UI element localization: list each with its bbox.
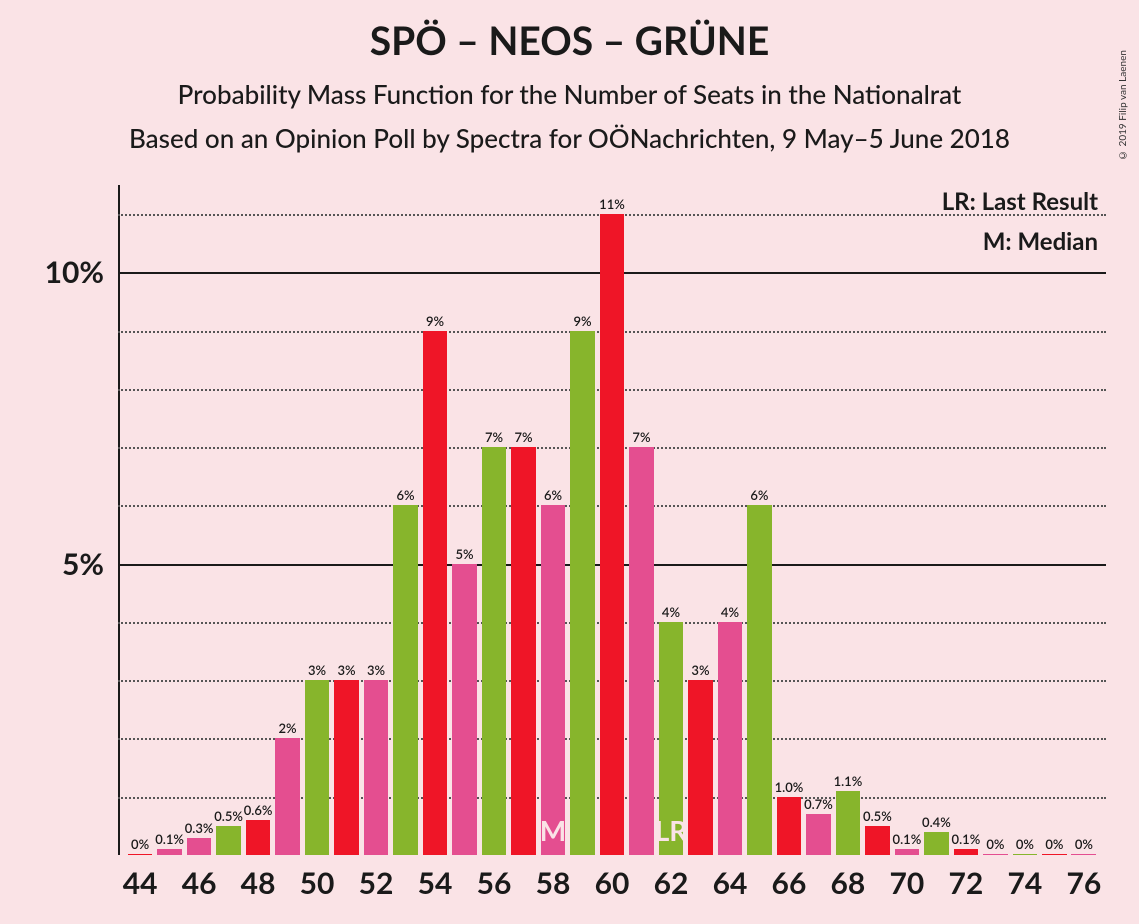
- bar: 0.1%: [895, 849, 920, 855]
- copyright-text: © 2019 Filip van Laenen: [1117, 50, 1129, 161]
- bar: 3%: [334, 680, 359, 855]
- bar-value-label: 6%: [396, 487, 414, 503]
- bar-value-label: 3%: [338, 662, 356, 678]
- x-tick-label: 54: [418, 865, 453, 901]
- x-tick-label: 76: [1066, 865, 1101, 901]
- chart-subtitle-2: Based on an Opinion Poll by Spectra for …: [0, 122, 1139, 154]
- bar-value-label: 0.1%: [155, 831, 184, 847]
- plot-area: LR: Last Result M: Median 5%10% 44464850…: [118, 185, 1106, 855]
- x-tick-label: 74: [1007, 865, 1042, 901]
- bar-value-label: 0.1%: [952, 831, 981, 847]
- bar: 1.0%: [777, 797, 802, 855]
- bar-value-label: 1.0%: [775, 779, 804, 795]
- x-tick-label: 66: [772, 865, 807, 901]
- x-tick-label: 60: [595, 865, 630, 901]
- chart-container: SPÖ – NEOS – GRÜNE Probability Mass Func…: [0, 0, 1139, 924]
- bar: 4%: [718, 622, 743, 855]
- bar: 9%: [423, 331, 448, 855]
- bar: 11%: [600, 214, 625, 855]
- bar: 6%: [393, 505, 418, 855]
- bar-value-label: 0%: [1045, 836, 1063, 852]
- bar: 7%: [482, 447, 507, 855]
- bar-value-label: 7%: [632, 429, 650, 445]
- bar: 0.1%: [157, 849, 182, 855]
- bar: 0%: [983, 854, 1008, 855]
- bar: 0.5%: [216, 826, 241, 855]
- bar-value-label: 0%: [1016, 836, 1034, 852]
- bar-value-label: 5%: [455, 546, 473, 562]
- median-marker: M: [540, 813, 566, 847]
- x-tick-label: 48: [241, 865, 276, 901]
- bar: 0.4%: [924, 832, 949, 855]
- bar-value-label: 7%: [514, 429, 532, 445]
- x-tick-label: 70: [890, 865, 925, 901]
- bar-value-label: 0.4%: [922, 814, 951, 830]
- x-tick-label: 62: [654, 865, 689, 901]
- bar-value-label: 7%: [485, 429, 503, 445]
- bar-value-label: 3%: [691, 662, 709, 678]
- bar-value-label: 4%: [662, 604, 680, 620]
- bar-value-label: 9%: [426, 313, 444, 329]
- bar: 9%: [570, 331, 595, 855]
- bar-value-label: 0.7%: [804, 796, 833, 812]
- bar: 3%: [364, 680, 389, 855]
- bar-value-label: 4%: [721, 604, 739, 620]
- x-tick-label: 72: [949, 865, 984, 901]
- bar-value-label: 6%: [544, 487, 562, 503]
- bar: 0.6%: [246, 820, 271, 855]
- bar: 3%: [688, 680, 713, 855]
- x-tick-label: 46: [182, 865, 217, 901]
- bar-value-label: 11%: [599, 196, 625, 212]
- x-tick-label: 50: [300, 865, 335, 901]
- x-tick-label: 52: [359, 865, 394, 901]
- bar: 0.1%: [954, 849, 979, 855]
- x-tick-label: 68: [831, 865, 866, 901]
- bar-value-label: 0.3%: [185, 820, 214, 836]
- bar-value-label: 6%: [750, 487, 768, 503]
- bar: 0.3%: [187, 838, 212, 855]
- x-tick-label: 64: [713, 865, 748, 901]
- bar: 7%: [629, 447, 654, 855]
- x-tick-label: 58: [536, 865, 571, 901]
- bar-value-label: 0%: [1075, 836, 1093, 852]
- bar-value-label: 2%: [279, 720, 297, 736]
- bar: 0%: [1042, 854, 1067, 855]
- bar: 0.5%: [865, 826, 890, 855]
- bars-area: 0%0.1%0.3%0.5%0.6%2%3%3%3%6%9%5%7%7%6%M9…: [118, 185, 1106, 855]
- bar-value-label: 1.1%: [834, 773, 863, 789]
- bar: 6%M: [541, 505, 566, 855]
- chart-subtitle-1: Probability Mass Function for the Number…: [0, 78, 1139, 110]
- y-tick-label: 10%: [45, 254, 104, 290]
- bar: 0.7%: [806, 814, 831, 855]
- bar: 7%: [511, 447, 536, 855]
- bar-value-label: 0.5%: [863, 808, 892, 824]
- bar: 6%: [747, 505, 772, 855]
- bar-value-label: 9%: [573, 313, 591, 329]
- bar-value-label: 0%: [131, 836, 149, 852]
- bar: 0%: [1013, 854, 1038, 855]
- bar-value-label: 3%: [308, 662, 326, 678]
- bar: 0%: [128, 854, 153, 855]
- bar: 2%: [275, 738, 300, 855]
- bar: 0%: [1071, 854, 1096, 855]
- bar: 1.1%: [836, 791, 861, 855]
- bar-value-label: 3%: [367, 662, 385, 678]
- last-result-marker: LR: [655, 813, 688, 847]
- y-tick-label: 5%: [62, 546, 104, 582]
- bar-value-label: 0%: [986, 836, 1004, 852]
- bar: 4%LR: [659, 622, 684, 855]
- bar-value-label: 0.5%: [214, 808, 243, 824]
- bar-value-label: 0.6%: [244, 802, 273, 818]
- bar: 5%: [452, 564, 477, 855]
- x-tick-label: 44: [123, 865, 158, 901]
- x-tick-label: 56: [477, 865, 512, 901]
- bar-value-label: 0.1%: [893, 831, 922, 847]
- bar: 3%: [305, 680, 330, 855]
- chart-title: SPÖ – NEOS – GRÜNE: [0, 18, 1139, 64]
